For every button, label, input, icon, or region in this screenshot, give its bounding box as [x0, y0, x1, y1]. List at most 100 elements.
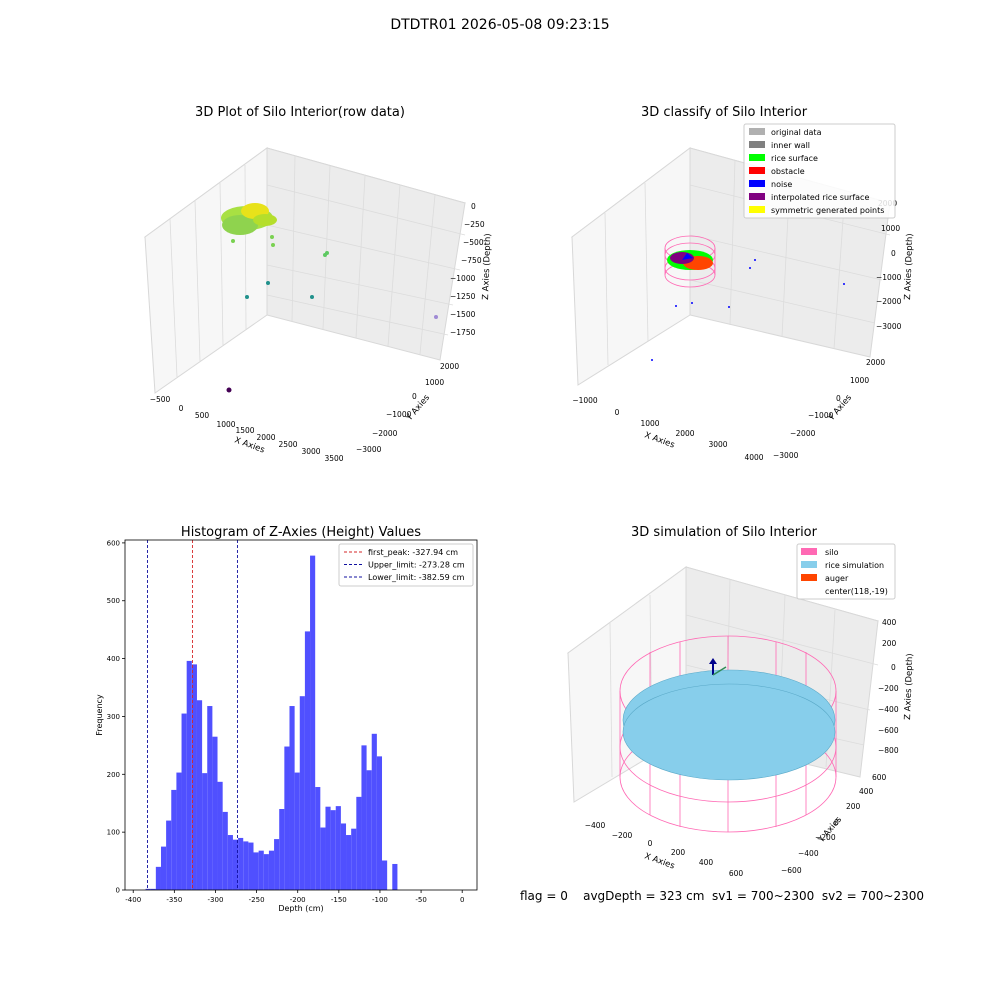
- classify-3d-points: [651, 235, 845, 361]
- legend-swatch-interpolated-rice-surface: [749, 193, 765, 200]
- histogram-bar: [145, 888, 151, 890]
- raw-z-tick: −1000: [450, 274, 476, 283]
- histogram-bar: [227, 835, 233, 890]
- classify-z-tick: 0: [891, 249, 896, 258]
- histogram-y-tick-label: 100: [107, 829, 120, 837]
- histogram-x-tick-label: -150: [331, 896, 347, 904]
- histogram-bar: [202, 773, 208, 890]
- simulation-z-tick: −600: [878, 726, 899, 735]
- classify-y-tick: 2000: [866, 358, 885, 367]
- histogram-bar: [160, 846, 167, 890]
- histogram-bar: [191, 664, 197, 890]
- histogram-bar: [274, 839, 280, 890]
- histogram-bar: [253, 852, 259, 890]
- raw-3d-z-ticks: 0 −250 −500 −750 −1000 −1250 −1500 −1750: [450, 202, 485, 337]
- simulation-legend-frame: [796, 543, 896, 600]
- histogram-bar: [171, 789, 177, 890]
- raw-z-axis-label: Z Axies (Depth): [481, 233, 493, 300]
- histogram-bar: [166, 820, 172, 890]
- legend-label: auger: [825, 574, 849, 583]
- histogram-bar: [268, 850, 275, 890]
- raw-z-tick: −1500: [450, 310, 476, 319]
- histogram-y-tick-label: 500: [107, 597, 120, 605]
- histogram-bar: [335, 806, 341, 890]
- histogram-bar: [243, 841, 249, 890]
- legend-swatch-noise: [749, 180, 765, 187]
- raw-3d-grid: [169, 155, 466, 378]
- classify-3d-x-ticks: −1000 0 1000 2000 3000 4000: [572, 396, 763, 462]
- histogram-bar: [320, 827, 326, 890]
- raw-y-tick: 0: [412, 392, 417, 401]
- legend-label: obstacle: [771, 167, 805, 176]
- classify-y-tick: 1000: [850, 376, 869, 385]
- histogram-bar: [279, 809, 285, 890]
- histogram-bar: [238, 837, 244, 890]
- legend-swatch-silo: [801, 548, 817, 555]
- histogram-bar: [366, 770, 372, 890]
- classify-x-tick: −1000: [572, 396, 598, 405]
- histogram-bar: [212, 736, 218, 890]
- histogram-bar: [248, 842, 254, 890]
- classify-x-tick: 3000: [708, 440, 727, 449]
- raw-x-tick: 1000: [216, 420, 235, 429]
- histogram-y-tick-label: 600: [107, 539, 120, 547]
- simulation-x-tick: 200: [671, 848, 686, 857]
- classify-3d-title: 3D classify of Silo Interior: [641, 105, 808, 120]
- histogram-y-axis-label: Frequency: [95, 694, 104, 736]
- simulation-y-tick: −600: [781, 866, 802, 875]
- histogram-bar: [181, 713, 187, 890]
- histogram-title: Histogram of Z-Axies (Height) Values: [181, 525, 421, 540]
- histogram-y-ticks: 0 100 200 300 400 500 600: [107, 539, 125, 895]
- histogram-bar: [217, 781, 223, 890]
- simulation-x-tick: 600: [729, 869, 744, 878]
- legend-label: rice simulation: [825, 561, 884, 570]
- simulation-y-tick: −400: [798, 849, 819, 858]
- simulation-z-axis-label: Z Axies (Depth): [903, 653, 915, 720]
- histogram-bar: [325, 806, 331, 890]
- legend-swatch-symmetric-generated-points: [749, 206, 765, 213]
- classify-z-tick: −3000: [876, 322, 902, 331]
- simulation-x-tick: −400: [585, 821, 606, 830]
- simulation-3d-z-ticks: 400 200 0 −200 −400 −600 −800: [878, 618, 899, 755]
- raw-x-tick: 3000: [301, 447, 320, 456]
- histogram-bar: [150, 888, 156, 890]
- simulation-z-tick: 0: [891, 663, 896, 672]
- histogram-bar: [371, 733, 377, 890]
- classify-3d-panel: 3D classify of Silo Interior −1000 0 100…: [570, 105, 915, 462]
- legend-label: inner wall: [771, 141, 810, 150]
- histogram-bar: [356, 796, 362, 890]
- legend-label: original data: [771, 128, 822, 137]
- rice-simulation-surface: [622, 669, 836, 781]
- classify-z-tick: −1000: [876, 273, 902, 282]
- simulation-z-tick: 200: [882, 639, 897, 648]
- histogram-bar: [289, 706, 295, 890]
- simulation-3d-title: 3D simulation of Silo Interior: [631, 525, 818, 540]
- raw-x-tick: 2000: [256, 433, 275, 442]
- histogram-x-tick-label: 0: [460, 896, 464, 904]
- histogram-x-tick-label: -250: [249, 896, 265, 904]
- raw-y-tick: −3000: [356, 445, 382, 454]
- histogram-y-tick-label: 300: [107, 713, 120, 721]
- simulation-z-tick: −800: [878, 746, 899, 755]
- auger-arrows: [709, 658, 727, 676]
- histogram-bar: [258, 850, 264, 890]
- classify-z-tick: 1000: [881, 224, 900, 233]
- legend-label: center(118,-19): [825, 587, 888, 596]
- simulation-y-tick: 0: [834, 818, 839, 827]
- histogram-bar: [351, 828, 357, 890]
- raw-x-tick: 2500: [278, 440, 297, 449]
- histogram-legend-label: Lower_limit: -382.59 cm: [368, 573, 465, 582]
- histogram-bar: [299, 696, 305, 890]
- simulation-3d-x-ticks: −400 −200 0 200 400 600: [585, 821, 744, 878]
- histogram-legend: first_peak: -327.94 cm Upper_limit: -273.…: [338, 543, 474, 587]
- histogram-x-axis-label: Depth (cm): [278, 904, 323, 913]
- classify-x-tick: 2000: [675, 429, 694, 438]
- classify-y-tick: −3000: [773, 451, 799, 460]
- simulation-y-tick: 200: [846, 802, 861, 811]
- histogram-bar: [315, 787, 321, 890]
- histogram-bar: [176, 772, 182, 890]
- histogram-plot-frame: [124, 539, 478, 891]
- histogram-bar: [294, 772, 300, 890]
- raw-3d-points: [221, 203, 438, 393]
- classify-y-tick: −2000: [790, 429, 816, 438]
